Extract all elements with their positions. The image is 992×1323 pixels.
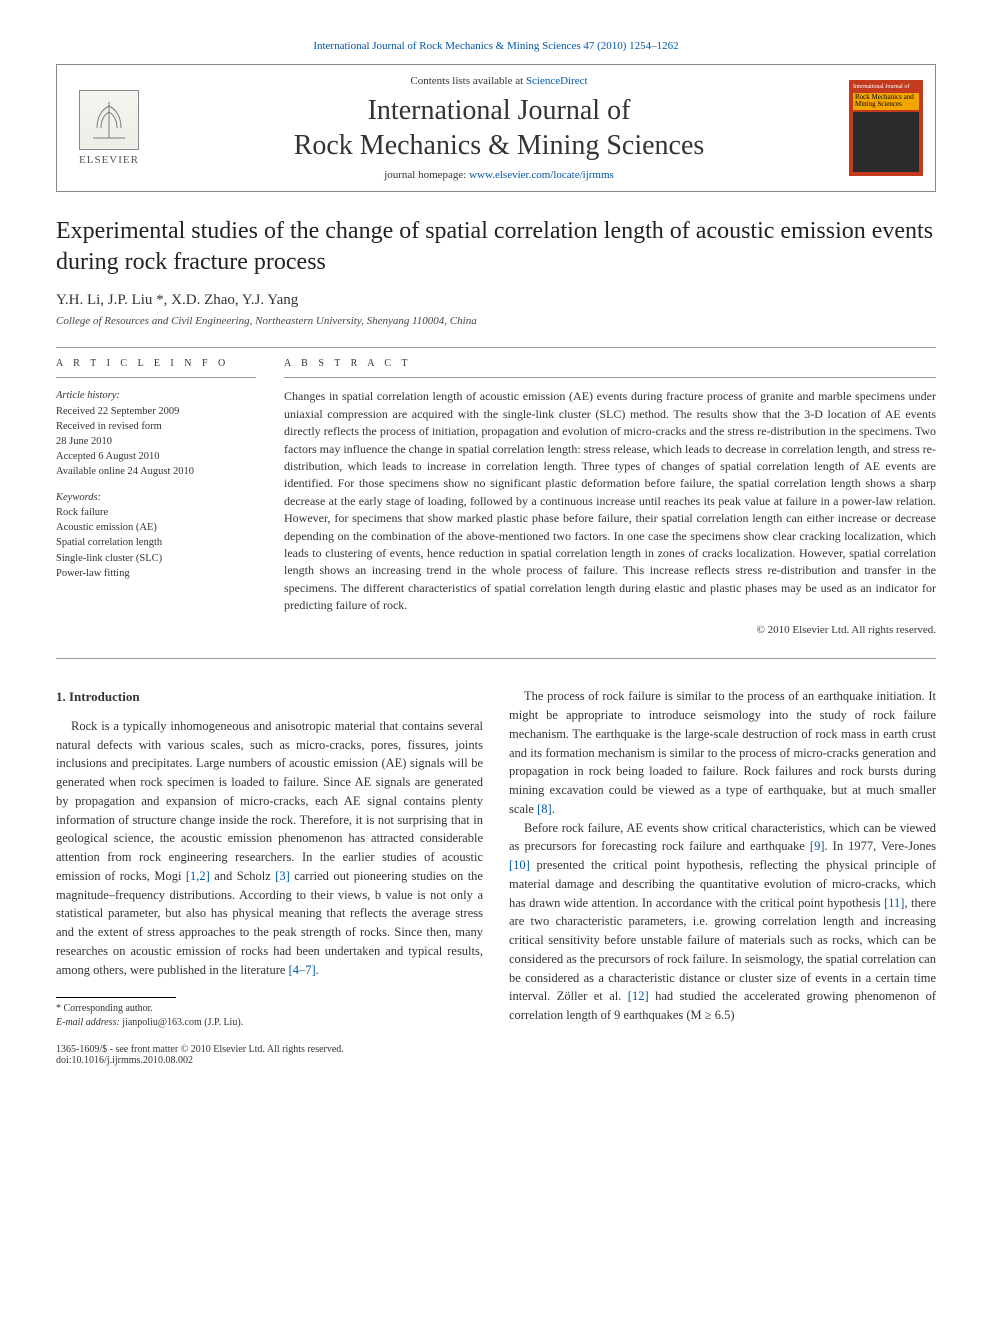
article-info-heading: A R T I C L E I N F O — [56, 358, 256, 369]
body-text: Rock is a typically inhomogeneous and an… — [56, 719, 483, 883]
section-heading: 1. Introduction — [56, 687, 483, 707]
doi-line: doi:10.1016/j.ijrmms.2010.08.002 — [56, 1055, 936, 1066]
ref-link[interactable]: [10] — [509, 858, 530, 872]
publisher-name: ELSEVIER — [79, 154, 139, 166]
contents-line: Contents lists available at ScienceDirec… — [161, 75, 837, 87]
ref-link[interactable]: [12] — [628, 989, 649, 1003]
affiliation: College of Resources and Civil Engineeri… — [56, 315, 936, 327]
top-citation-link[interactable]: International Journal of Rock Mechanics … — [313, 40, 678, 52]
ref-link[interactable]: [9] — [810, 839, 825, 853]
ref-link[interactable]: [3] — [275, 869, 290, 883]
abstract-copyright: © 2010 Elsevier Ltd. All rights reserved… — [284, 624, 936, 636]
article-body: 1. Introduction Rock is a typically inho… — [56, 687, 936, 1030]
homepage-line: journal homepage: www.elsevier.com/locat… — [161, 169, 837, 181]
bottom-meta: 1365-1609/$ - see front matter © 2010 El… — [56, 1044, 936, 1066]
history-line: 28 June 2010 — [56, 434, 256, 449]
cover-image-icon — [853, 112, 919, 172]
homepage-link[interactable]: www.elsevier.com/locate/ijrmms — [469, 169, 614, 181]
body-text: presented the critical point hypothesis,… — [509, 858, 936, 910]
abstract-text: Changes in spatial correlation length of… — [284, 388, 936, 614]
body-paragraph: Rock is a typically inhomogeneous and an… — [56, 717, 483, 980]
corresponding-footnote: * Corresponding author. E-mail address: … — [56, 997, 483, 1030]
corr-author-label: * Corresponding author. — [56, 1002, 483, 1016]
divider — [56, 347, 936, 348]
header-center: Contents lists available at ScienceDirec… — [149, 75, 849, 181]
history-label: Article history: — [56, 388, 256, 403]
body-text: carried out pioneering studies on the ma… — [56, 869, 483, 977]
body-text: . — [316, 963, 319, 977]
journal-cover-thumb: International Journal of Rock Mechanics … — [849, 80, 923, 176]
ref-link[interactable]: [1,2] — [186, 869, 210, 883]
divider — [56, 658, 936, 659]
body-paragraph: Before rock failure, AE events show crit… — [509, 819, 936, 1025]
body-text: . In 1977, Vere-Jones — [824, 839, 936, 853]
top-citation[interactable]: International Journal of Rock Mechanics … — [56, 40, 936, 52]
divider — [56, 377, 256, 378]
journal-header: ELSEVIER Contents lists available at Sci… — [56, 64, 936, 192]
keywords-label: Keywords: — [56, 490, 256, 505]
email-label: E-mail address: — [56, 1017, 120, 1028]
footnote-rule — [56, 997, 176, 998]
history-line: Available online 24 August 2010 — [56, 464, 256, 479]
history-line: Received in revised form — [56, 419, 256, 434]
sciencedirect-link[interactable]: ScienceDirect — [526, 75, 588, 87]
article-title: Experimental studies of the change of sp… — [56, 216, 936, 278]
ref-link[interactable]: [11] — [884, 896, 904, 910]
ref-link[interactable]: [4–7] — [289, 963, 316, 977]
body-text: and Scholz — [210, 869, 275, 883]
contents-prefix: Contents lists available at — [410, 75, 525, 87]
issn-line: 1365-1609/$ - see front matter © 2010 El… — [56, 1044, 936, 1055]
history-line: Accepted 6 August 2010 — [56, 449, 256, 464]
body-text: . — [552, 802, 555, 816]
author-list: Y.H. Li, J.P. Liu *, X.D. Zhao, Y.J. Yan… — [56, 292, 936, 309]
keyword: Power-law fitting — [56, 566, 256, 581]
homepage-prefix: journal homepage: — [384, 169, 469, 181]
keyword: Spatial correlation length — [56, 535, 256, 550]
divider — [284, 377, 936, 378]
ref-link[interactable]: [8] — [537, 802, 552, 816]
body-text: The process of rock failure is similar t… — [509, 689, 936, 816]
keyword: Acoustic emission (AE) — [56, 520, 256, 535]
corr-email[interactable]: jianpoliu@163.com (J.P. Liu). — [120, 1017, 243, 1028]
keyword: Rock failure — [56, 505, 256, 520]
cover-line2: Rock Mechanics and Mining Sciences — [853, 93, 919, 110]
keyword: Single-link cluster (SLC) — [56, 551, 256, 566]
body-text: , there are two characteristic parameter… — [509, 896, 936, 1004]
abstract-heading: A B S T R A C T — [284, 358, 936, 369]
body-paragraph: The process of rock failure is similar t… — [509, 687, 936, 818]
elsevier-tree-icon — [79, 90, 139, 150]
history-line: Received 22 September 2009 — [56, 404, 256, 419]
article-history: Article history: Received 22 September 2… — [56, 388, 256, 581]
publisher-logo: ELSEVIER — [69, 83, 149, 173]
cover-line1: International Journal of — [853, 84, 919, 91]
journal-title: International Journal of Rock Mechanics … — [161, 93, 837, 163]
